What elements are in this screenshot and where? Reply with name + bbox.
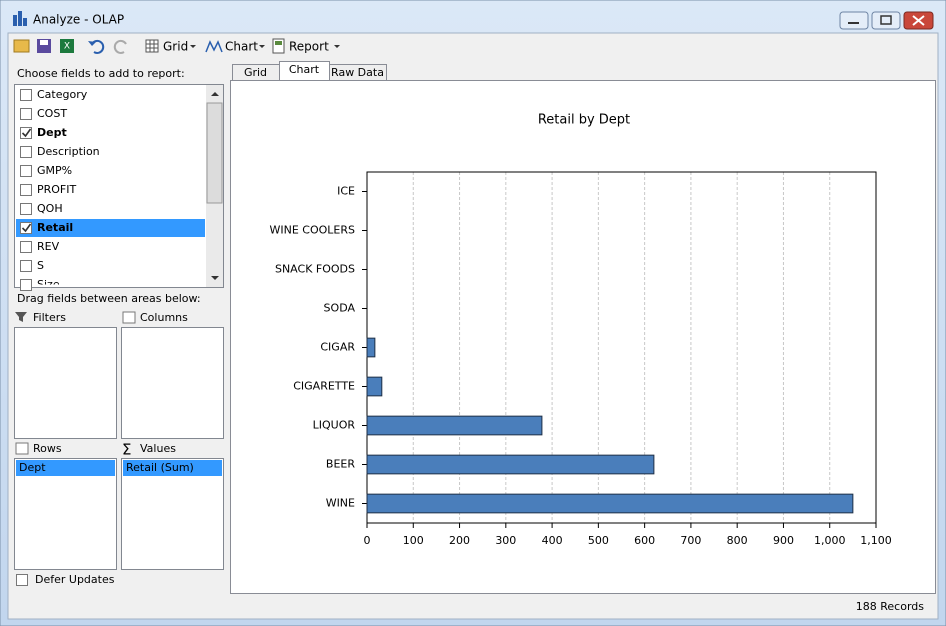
window-controls[interactable] — [840, 12, 933, 29]
field-label[interactable]: REV — [37, 240, 60, 253]
bar — [367, 416, 542, 435]
chart-title: Retail by Dept — [538, 113, 630, 128]
field-checkbox[interactable] — [21, 280, 32, 291]
toolbar-report[interactable]: Report — [289, 40, 329, 54]
rows-label: Rows — [33, 442, 62, 455]
field-label[interactable]: Retail — [37, 221, 73, 234]
rows-icon — [16, 443, 28, 454]
y-tick-label: ICE — [337, 185, 355, 198]
columns-label: Columns — [140, 311, 188, 324]
x-tick-label: 400 — [542, 534, 563, 547]
field-label[interactable]: PROFIT — [37, 183, 77, 196]
bar — [367, 455, 654, 474]
y-tick-label: WINE — [326, 497, 355, 510]
x-tick-label: 1,100 — [860, 534, 892, 547]
toolbar-grid[interactable]: Grid — [163, 40, 188, 54]
bar — [367, 494, 853, 513]
columns-box[interactable] — [122, 328, 224, 439]
field-label[interactable]: QOH — [37, 202, 63, 215]
field-checkbox[interactable] — [21, 261, 32, 272]
columns-icon — [123, 312, 135, 323]
filters-label: Filters — [33, 311, 66, 324]
scroll-thumb[interactable] — [207, 103, 222, 203]
y-tick-label: LIQUOR — [313, 419, 356, 432]
field-checkbox[interactable] — [21, 166, 32, 177]
status-bar — [10, 596, 936, 618]
field-checkbox[interactable] — [21, 185, 32, 196]
y-tick-label: BEER — [326, 458, 355, 471]
x-tick-label: 600 — [634, 534, 655, 547]
filters-box[interactable] — [15, 328, 117, 439]
y-tick-label: WINE COOLERS — [270, 224, 356, 237]
svg-text:X: X — [64, 42, 70, 52]
field-checkbox[interactable] — [21, 147, 32, 158]
y-tick-label: CIGAR — [320, 341, 355, 354]
defer-checkbox[interactable] — [17, 575, 28, 586]
field-label[interactable]: Description — [37, 145, 100, 158]
rows-item[interactable]: Dept — [19, 461, 46, 474]
values-icon: Σ — [122, 441, 131, 459]
status-text: 188 Records — [856, 600, 924, 613]
values-label: Values — [140, 442, 176, 455]
x-tick-label: 900 — [773, 534, 794, 547]
x-tick-label: 800 — [727, 534, 748, 547]
x-tick-label: 1,000 — [814, 534, 846, 547]
field-checkbox[interactable] — [21, 90, 32, 101]
field-label[interactable]: S — [37, 259, 44, 272]
field-checkbox[interactable] — [21, 204, 32, 215]
x-tick-label: 200 — [449, 534, 470, 547]
bar — [367, 377, 382, 396]
field-label[interactable]: GMP% — [37, 164, 72, 177]
field-label[interactable]: Dept — [37, 126, 67, 139]
y-tick-label: SODA — [324, 302, 356, 315]
areas-heading: Drag fields between areas below: — [17, 292, 201, 305]
field-label[interactable]: Category — [37, 88, 88, 101]
x-tick-label: 100 — [403, 534, 424, 547]
toolbar-chart[interactable]: Chart — [225, 40, 258, 54]
field-checkbox[interactable] — [21, 109, 32, 120]
x-tick-label: 700 — [680, 534, 701, 547]
x-tick-label: 300 — [495, 534, 516, 547]
tab-label[interactable]: Raw Data — [331, 66, 384, 79]
bar — [367, 338, 375, 357]
x-tick-label: 500 — [588, 534, 609, 547]
values-item[interactable]: Retail (Sum) — [126, 461, 194, 474]
field-label[interactable]: COST — [37, 107, 67, 120]
fields-heading: Choose fields to add to report: — [17, 67, 185, 80]
tab-label[interactable]: Grid — [244, 66, 267, 79]
y-tick-label: CIGARETTE — [293, 380, 355, 393]
defer-updates[interactable]: Defer Updates — [35, 573, 115, 586]
tabs: Grid Chart Raw Data — [233, 62, 387, 82]
y-tick-label: SNACK FOODS — [275, 263, 355, 276]
x-tick-label: 0 — [364, 534, 371, 547]
window-title: Analyze - OLAP — [33, 13, 124, 27]
tab-label[interactable]: Chart — [289, 63, 320, 76]
field-checkbox[interactable] — [21, 242, 32, 253]
